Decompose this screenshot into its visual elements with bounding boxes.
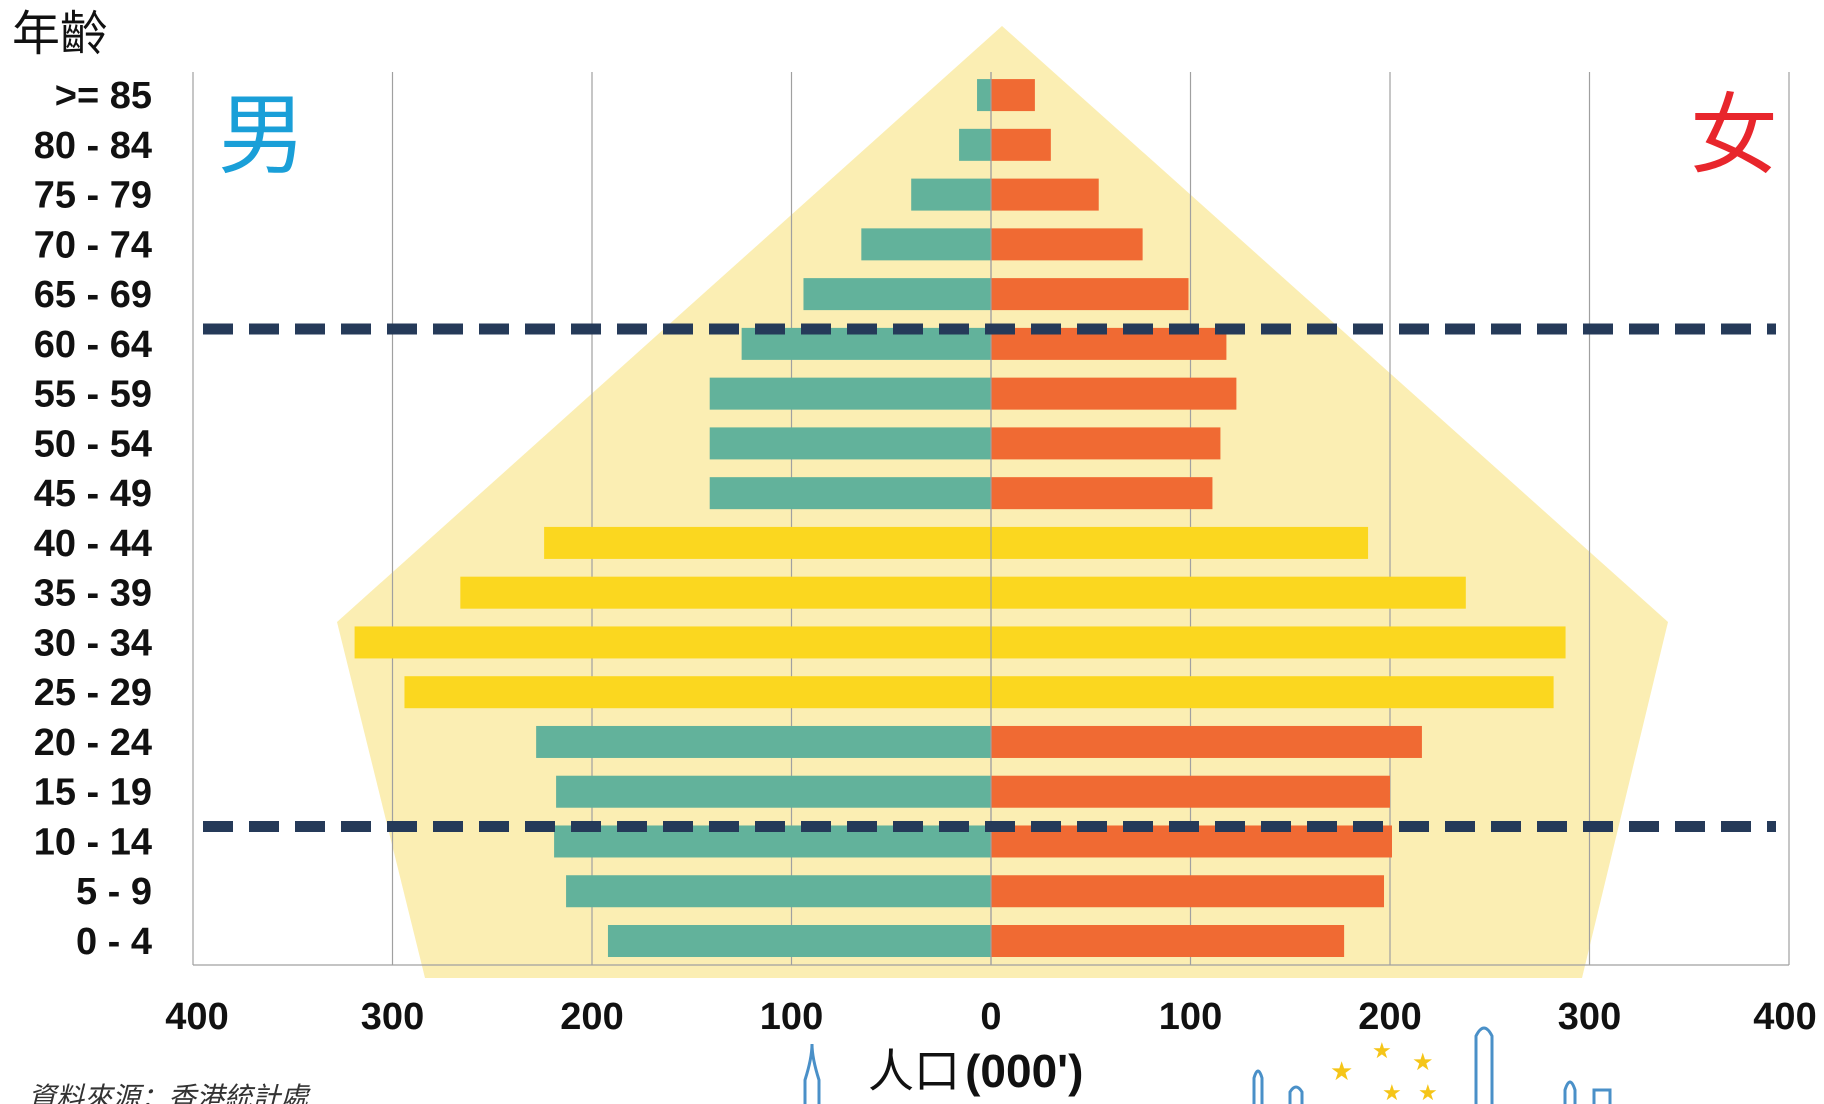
- female-bar-4: [991, 725, 1422, 758]
- bars: [354, 72, 1566, 965]
- category-label-17: >= 85: [55, 75, 152, 117]
- female-bar-11: [991, 377, 1237, 410]
- category-label-1: 5 - 9: [76, 871, 152, 913]
- female-bar-0: [991, 925, 1345, 957]
- category-label-2: 10 - 14: [34, 821, 152, 863]
- male-bar-0: [607, 925, 991, 957]
- category-labels: 0 - 4 5 - 9 10 - 14 15 - 19 20 - 24 25 - 29 30…: [34, 75, 152, 963]
- male-bar-11: [709, 377, 991, 410]
- male-bar-16: [959, 128, 991, 161]
- x-tick-label-4: 0: [980, 996, 1001, 1038]
- category-label-12: 60 - 64: [34, 324, 152, 366]
- female-bar-13: [991, 278, 1189, 311]
- x-tick-label-7: 300: [1558, 996, 1621, 1038]
- female-bar-5: [991, 676, 1554, 709]
- category-label-4: 20 - 24: [34, 722, 152, 764]
- category-label-6: 30 - 34: [34, 622, 152, 664]
- category-label-5: 25 - 29: [34, 672, 152, 714]
- male-bar-14: [861, 228, 991, 261]
- male-bar-15: [911, 178, 991, 211]
- category-label-7: 35 - 39: [34, 573, 152, 615]
- x-tick-label-8: 400: [1753, 996, 1816, 1038]
- female-bar-16: [991, 128, 1051, 161]
- x-tick-label-6: 200: [1358, 996, 1421, 1038]
- category-label-11: 55 - 59: [34, 374, 152, 416]
- x-tick-label-1: 300: [361, 996, 424, 1038]
- male-bar-10: [709, 427, 991, 460]
- x-tick-labels: 400 300 200 100 0 100 200 300 400: [165, 996, 1816, 1038]
- category-label-8: 40 - 44: [34, 523, 152, 565]
- x-axis-title: 人口 (000'): [868, 1048, 1083, 1094]
- category-label-13: 65 - 69: [34, 274, 152, 316]
- male-bar-7: [460, 576, 992, 609]
- female-bar-14: [991, 228, 1143, 261]
- female-bar-8: [991, 526, 1369, 559]
- category-label-16: 80 - 84: [34, 125, 152, 167]
- source-note: 資料來源：香港統計處: [28, 1081, 309, 1104]
- x-tick-label-3: 100: [760, 996, 823, 1038]
- male-bar-6: [354, 626, 992, 659]
- category-label-0: 0 - 4: [76, 921, 152, 963]
- male-bar-17: [977, 79, 991, 112]
- category-label-9: 45 - 49: [34, 473, 152, 515]
- x-tick-label-2: 200: [560, 996, 623, 1038]
- female-bar-9: [991, 477, 1213, 510]
- female-side-label: 女: [1690, 84, 1779, 187]
- male-bar-13: [803, 278, 991, 311]
- reference-lines: [203, 323, 1776, 833]
- male-bar-9: [709, 477, 991, 510]
- category-label-3: 15 - 19: [34, 772, 152, 814]
- female-bar-17: [991, 79, 1035, 112]
- x-tick-label-5: 100: [1159, 996, 1222, 1038]
- female-bar-1: [991, 875, 1385, 908]
- male-bar-4: [536, 725, 991, 758]
- male-bar-5: [404, 676, 992, 709]
- x-axis-title-unit: (000'): [965, 1045, 1084, 1097]
- x-tick-label-0: 400: [165, 996, 228, 1038]
- y-axis-title: 年齡: [12, 6, 109, 62]
- male-side-label: 男: [218, 84, 307, 187]
- male-bar-8: [544, 526, 991, 559]
- female-bar-3: [991, 775, 1390, 808]
- female-bar-15: [991, 178, 1099, 211]
- male-bar-1: [566, 875, 991, 908]
- female-bar-10: [991, 427, 1221, 460]
- female-bar-6: [991, 626, 1566, 659]
- category-label-14: 70 - 74: [34, 224, 152, 266]
- x-axis-title-prefix: 人口: [868, 1044, 960, 1098]
- category-label-10: 50 - 54: [34, 423, 152, 465]
- female-bar-7: [991, 576, 1466, 609]
- male-bar-3: [556, 775, 991, 808]
- category-label-15: 75 - 79: [34, 175, 152, 217]
